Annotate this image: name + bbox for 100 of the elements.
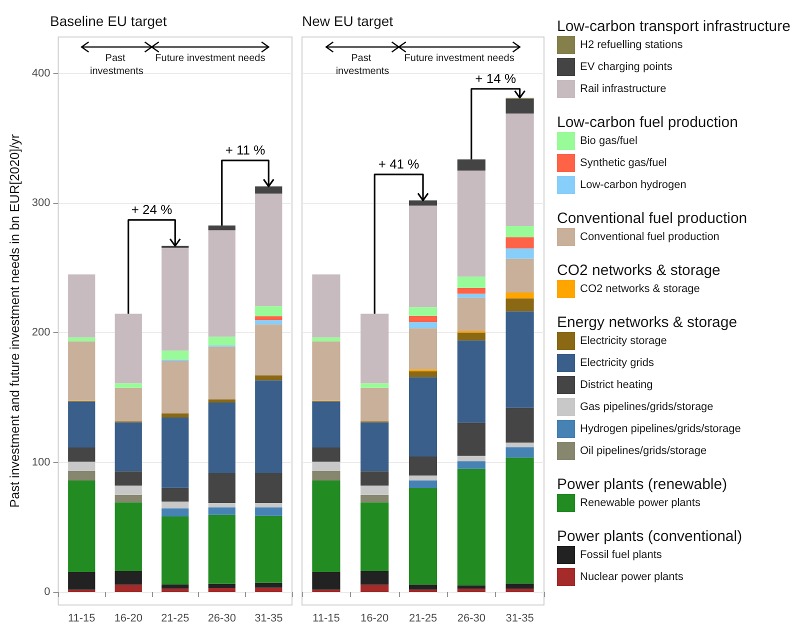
bar [208, 230, 236, 337]
bar [114, 383, 142, 388]
bar [408, 322, 438, 328]
x-tick-label: 16-20 [114, 612, 142, 624]
text: Energy networks & storage [557, 314, 738, 331]
bar [255, 316, 282, 320]
legend-label: EV charging points [580, 61, 673, 73]
bar [408, 307, 438, 316]
bar [208, 226, 236, 230]
bar [360, 422, 389, 472]
bar [68, 337, 96, 342]
legend-label: Nuclear power plants [580, 571, 684, 583]
bar [312, 447, 340, 462]
bar [360, 383, 389, 388]
x-tick-label: 31-35 [506, 612, 534, 624]
annotation: + 24 % [131, 202, 173, 217]
bar [255, 472, 282, 503]
bar [312, 480, 340, 572]
x-tick-label: 26-30 [457, 612, 486, 624]
bar [162, 248, 189, 351]
bar [506, 588, 534, 592]
text: CO2 networks & storage [557, 262, 720, 279]
y-tick-label: 200 [32, 326, 50, 339]
bar [68, 447, 96, 462]
bar [68, 590, 96, 592]
bar [408, 590, 438, 592]
y-axis-title: Past investment and future investment needs in bn EUR[2020]/yr [7, 134, 22, 508]
legend-label: District heating [580, 379, 653, 391]
bar [457, 276, 486, 288]
bar [162, 413, 189, 418]
bar [457, 588, 486, 592]
bar [506, 248, 534, 259]
bar [506, 98, 534, 114]
x-tick-label: 31-35 [254, 612, 283, 624]
x-tick-label: 26-30 [208, 612, 236, 624]
bar [68, 480, 96, 572]
y-tick-label: 300 [32, 196, 50, 209]
bar [457, 468, 486, 586]
bar [506, 292, 534, 298]
bar [506, 408, 534, 443]
x-tick-label: 11-15 [68, 612, 96, 624]
annotation: Future investment needs [404, 53, 514, 64]
bar [408, 200, 438, 206]
bar [162, 488, 189, 502]
bar [312, 341, 340, 401]
bar [208, 346, 236, 400]
bar [408, 377, 438, 457]
bar [360, 571, 389, 585]
bar [255, 306, 282, 316]
bar [457, 170, 486, 277]
bar [506, 298, 534, 312]
bar [360, 494, 389, 502]
bar [312, 590, 340, 592]
chart-title: New EU target [302, 13, 394, 29]
bar [68, 274, 96, 338]
bar [162, 502, 189, 508]
bar [255, 194, 282, 306]
bar [312, 471, 340, 481]
bar [208, 588, 236, 592]
legend-label: Renewable power plants [580, 497, 701, 509]
bar [255, 582, 282, 588]
legend-label: Oil pipelines/grids/storage [580, 445, 707, 457]
bar [162, 588, 189, 592]
bar [114, 471, 142, 486]
bar [408, 316, 438, 322]
bar [68, 471, 96, 481]
bar [208, 507, 236, 515]
text: Power plants (conventional) [557, 528, 742, 545]
legend-label: Electricity storage [580, 335, 667, 347]
legend-label: Synthetic gas/fuel [580, 157, 667, 169]
bar [114, 502, 142, 572]
bar [208, 402, 236, 473]
bar [114, 422, 142, 472]
legend-label: Bio gas/fuel [580, 135, 638, 147]
annotation: + 11 % [225, 142, 266, 158]
x-tick-label: 21-25 [408, 612, 438, 624]
bar [408, 584, 438, 590]
bar [457, 461, 486, 469]
bar [208, 502, 236, 508]
bar [162, 360, 189, 414]
bar [408, 206, 438, 308]
bar [506, 237, 534, 248]
bar [506, 458, 534, 584]
bar [255, 186, 282, 194]
bar [312, 337, 340, 342]
legend-label: Low-carbon hydrogen [580, 179, 686, 191]
bar [255, 324, 282, 376]
bar [255, 380, 282, 473]
text: Power plants (renewable) [557, 476, 728, 493]
bar [68, 402, 96, 448]
bar [162, 350, 189, 360]
legend-label: CO2 networks & storage [580, 283, 700, 295]
bar [208, 584, 236, 588]
bar [114, 494, 142, 502]
legend-label: Rail infrastructure [580, 83, 666, 95]
bar [457, 298, 486, 331]
bar [360, 388, 389, 422]
bar [408, 371, 438, 378]
bar [408, 328, 438, 370]
text: Low-carbon transport infrastructure [557, 18, 790, 35]
